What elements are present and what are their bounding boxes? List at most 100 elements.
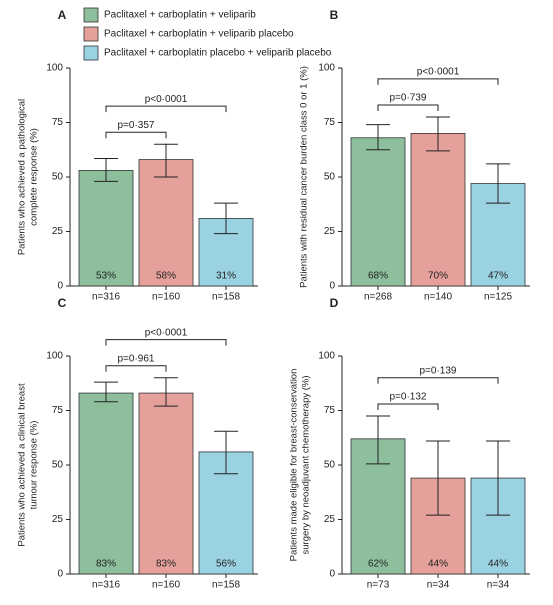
y-tick-label: 100 <box>46 351 63 362</box>
significance-bracket <box>105 365 167 372</box>
y-axis-label: Patients who achieved a pathological <box>17 99 28 255</box>
y-tick-label: 25 <box>52 226 64 237</box>
value-label: 47% <box>488 271 508 282</box>
p-value: p=0·132 <box>390 392 427 403</box>
legend-label: Paclitaxel + carboplatin placebo + velip… <box>104 48 332 59</box>
y-axis-label: surgery by neoadjuvant chemotherapy (%) <box>301 375 312 554</box>
y-tick-label: 50 <box>324 460 336 471</box>
y-tick-label: 0 <box>57 281 63 292</box>
value-label: 68% <box>368 271 388 282</box>
y-tick-label: 25 <box>52 514 64 525</box>
value-label: 83% <box>96 559 116 570</box>
x-tick-label: n=160 <box>152 580 181 591</box>
significance-bracket <box>105 131 167 139</box>
x-tick-label: n=140 <box>424 292 453 303</box>
bar <box>138 159 194 287</box>
error-bar <box>214 202 238 235</box>
error-bar <box>154 143 178 178</box>
y-tick-label: 75 <box>324 405 336 416</box>
y-axis-label: Patients who achieved a clinical breast <box>17 383 28 547</box>
panel: D Patients made eligible for breast-conse… <box>289 296 530 591</box>
y-tick-label: 75 <box>324 117 336 128</box>
error-bar <box>486 163 510 204</box>
significance-bracket <box>377 403 439 410</box>
x-tick-label: n=158 <box>212 292 241 303</box>
y-tick-label: 50 <box>324 172 336 183</box>
panel: C Patients who achieved a clinical breast… <box>17 296 258 591</box>
panel-label: A <box>58 8 67 22</box>
bar <box>350 137 406 287</box>
error-bar <box>486 440 510 516</box>
y-tick-label: 50 <box>52 172 64 183</box>
panel-label: D <box>330 296 339 310</box>
x-tick-label: n=316 <box>92 580 121 591</box>
significance-bracket <box>105 339 227 346</box>
error-bar <box>366 415 390 465</box>
y-axis-label: tumour response (%) <box>29 421 40 510</box>
x-tick-label: n=160 <box>152 292 181 303</box>
value-label: 58% <box>156 271 176 282</box>
value-label: 53% <box>96 271 116 282</box>
p-value: p=0·739 <box>390 93 427 104</box>
p-value: p<0·0001 <box>417 67 460 78</box>
x-tick-label: n=34 <box>427 580 450 591</box>
y-tick-label: 100 <box>46 63 63 74</box>
y-tick-label: 0 <box>329 569 335 580</box>
error-bar <box>426 440 450 516</box>
legend-label: Paclitaxel + carboplatin + veliparib pla… <box>104 29 294 40</box>
significance-bracket <box>377 104 439 112</box>
y-tick-label: 25 <box>324 226 336 237</box>
value-label: 44% <box>488 559 508 570</box>
x-tick-label: n=316 <box>92 292 121 303</box>
value-label: 62% <box>368 559 388 570</box>
bar <box>138 392 194 575</box>
legend-swatch <box>83 7 99 23</box>
legend-swatch <box>83 45 99 61</box>
p-value: p=0·357 <box>118 120 155 131</box>
error-bar <box>214 430 238 475</box>
panel: A Patients who achieved a pathological com… <box>17 7 332 303</box>
y-tick-label: 0 <box>329 281 335 292</box>
error-bar <box>426 116 450 152</box>
error-bar <box>94 157 118 182</box>
value-label: 70% <box>428 271 448 282</box>
p-value: p=0·139 <box>420 365 457 376</box>
y-tick-label: 50 <box>52 460 64 471</box>
p-value: p=0·961 <box>118 353 155 364</box>
bar <box>78 170 134 287</box>
y-tick-label: 75 <box>52 405 64 416</box>
error-bar <box>366 124 390 151</box>
x-tick-label: n=158 <box>212 580 241 591</box>
y-tick-label: 25 <box>324 514 336 525</box>
y-tick-label: 100 <box>318 63 335 74</box>
panel: B Patients with residual cancer burden cl… <box>299 8 530 303</box>
significance-bracket <box>377 78 499 85</box>
y-tick-label: 100 <box>318 351 335 362</box>
x-tick-label: n=34 <box>487 580 510 591</box>
y-axis-label: Patients made eligible for breast-conser… <box>289 369 300 562</box>
error-bar <box>154 377 178 407</box>
legend-label: Paclitaxel + carboplatin + veliparib <box>104 10 256 21</box>
bar <box>78 392 134 575</box>
value-label: 31% <box>216 271 236 282</box>
value-label: 83% <box>156 559 176 570</box>
x-tick-label: n=73 <box>367 580 390 591</box>
x-tick-label: n=268 <box>364 292 393 303</box>
y-axis-label: Patients with residual cancer burden cla… <box>299 66 310 288</box>
y-axis-label: complete response (%) <box>29 128 40 226</box>
panel-label: B <box>330 8 339 22</box>
value-label: 56% <box>216 559 236 570</box>
legend-swatch <box>83 26 99 42</box>
panel-label: C <box>58 296 67 310</box>
p-value: p<0·0001 <box>145 327 188 338</box>
y-tick-label: 0 <box>57 569 63 580</box>
x-tick-label: n=125 <box>484 292 513 303</box>
p-value: p<0·0001 <box>145 94 188 105</box>
error-bar <box>94 381 118 403</box>
significance-bracket <box>105 105 227 113</box>
bar <box>410 132 466 287</box>
value-label: 44% <box>428 559 448 570</box>
y-tick-label: 75 <box>52 117 64 128</box>
significance-bracket <box>377 377 499 384</box>
